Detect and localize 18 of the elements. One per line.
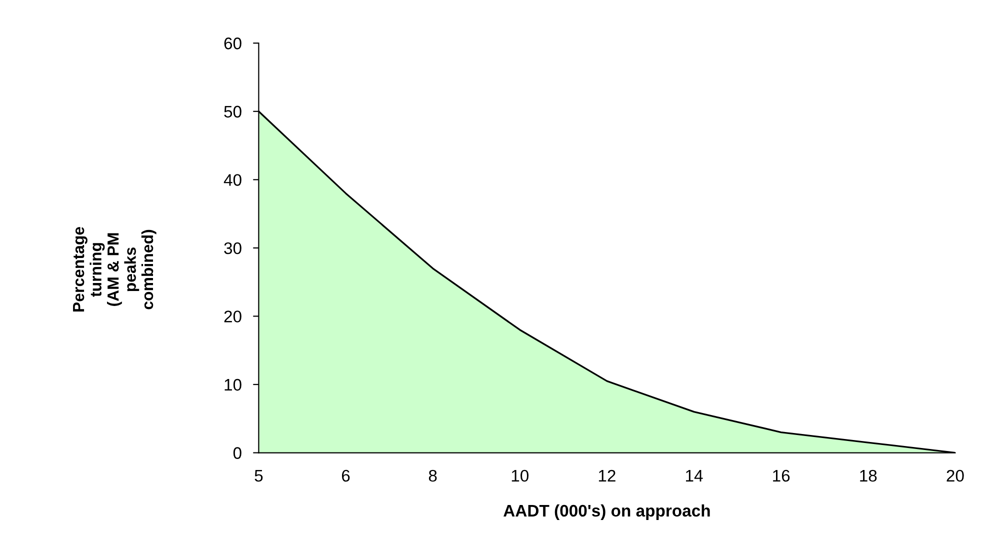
x-tick-label: 12 [598,470,616,482]
x-tick-label: 5 [254,470,263,482]
x-tick-label: 10 [512,470,529,482]
y-tick-label: 30 [224,242,242,254]
y-tick-label: 20 [224,310,242,322]
x-tick-label: 20 [946,470,964,482]
x-axis-title: AADT (000's) on approach [504,504,710,520]
x-tick-label: 8 [428,470,437,482]
y-tick-label: 50 [224,106,242,118]
y-tick-label: 0 [233,447,242,459]
x-tick-label: 16 [773,470,790,482]
x-tick-label: 18 [860,470,877,482]
y-tick-label: 60 [224,38,242,50]
x-tick-label: 6 [342,470,350,482]
x-tick-label: 14 [686,470,703,482]
y-tick-label: 10 [224,378,242,391]
y-tick-label: 40 [224,174,242,186]
y-axis-title: Percentage turning (AM & PM peaks combined) [73,226,156,312]
